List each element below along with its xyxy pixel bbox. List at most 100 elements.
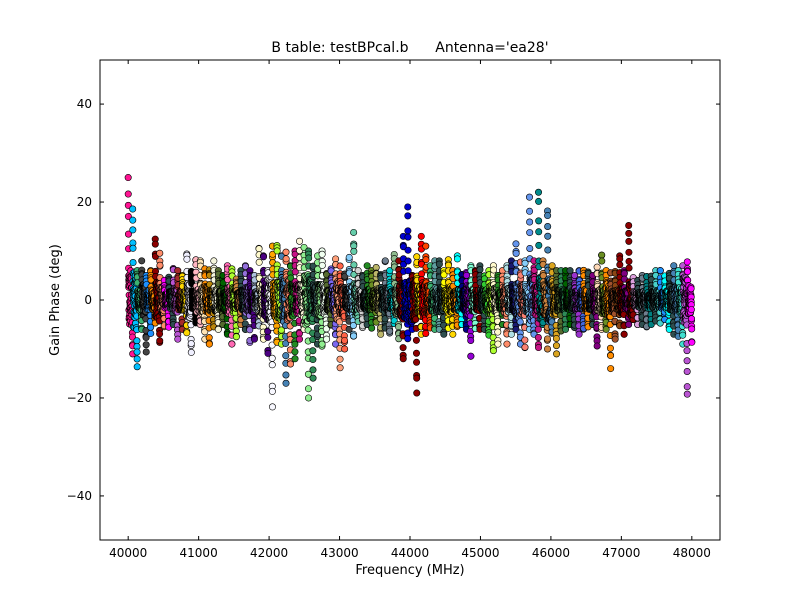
data-point xyxy=(413,374,421,382)
data-point xyxy=(142,341,150,349)
data-point xyxy=(268,387,276,395)
data-point xyxy=(422,256,430,264)
data-point xyxy=(187,348,195,356)
data-point xyxy=(377,330,385,338)
data-point xyxy=(350,261,358,269)
data-point xyxy=(124,230,132,238)
data-point xyxy=(318,261,326,269)
data-point xyxy=(156,261,164,269)
data-point xyxy=(129,205,137,213)
data-point xyxy=(422,242,430,250)
data-point xyxy=(133,363,141,371)
data-point xyxy=(404,227,412,235)
data-point xyxy=(255,245,263,253)
data-point xyxy=(260,253,268,261)
data-point xyxy=(305,394,313,402)
data-point xyxy=(318,250,326,258)
data-points xyxy=(124,174,696,411)
data-point xyxy=(174,335,182,343)
data-point xyxy=(440,330,448,338)
data-point xyxy=(413,389,421,397)
data-point xyxy=(386,327,394,335)
data-point xyxy=(345,253,353,261)
data-point xyxy=(413,358,421,366)
data-point xyxy=(268,361,276,369)
data-point xyxy=(129,226,137,234)
data-point xyxy=(399,344,407,352)
data-point xyxy=(187,340,195,348)
data-point xyxy=(124,190,132,198)
data-point xyxy=(205,340,213,348)
data-point xyxy=(264,333,272,341)
data-point xyxy=(404,212,412,220)
data-point xyxy=(133,348,141,356)
data-point xyxy=(255,258,263,266)
data-point xyxy=(341,336,349,344)
data-point xyxy=(129,259,137,267)
data-point xyxy=(412,349,420,357)
data-point xyxy=(228,340,236,348)
data-point xyxy=(449,330,457,338)
data-point xyxy=(151,240,159,248)
data-point xyxy=(467,352,475,360)
data-point xyxy=(368,324,376,332)
data-point xyxy=(296,237,304,245)
data-point xyxy=(273,247,281,255)
data-point xyxy=(309,347,317,355)
data-point xyxy=(282,371,290,379)
data-point xyxy=(183,329,191,337)
data-point xyxy=(350,332,358,340)
data-point xyxy=(399,355,407,363)
data-point xyxy=(129,216,137,224)
data-point xyxy=(404,233,412,241)
data-point xyxy=(291,355,299,363)
data-point xyxy=(232,333,240,341)
data-point xyxy=(422,329,430,337)
data-point xyxy=(341,345,349,353)
data-point xyxy=(350,228,358,236)
data-point xyxy=(309,366,317,374)
data-point xyxy=(291,340,299,348)
chart-title: B table: testBPcal.b Antenna='ea28' xyxy=(271,40,548,56)
data-point xyxy=(210,257,218,265)
data-point xyxy=(412,336,420,344)
data-point xyxy=(124,174,132,182)
data-point xyxy=(250,335,258,343)
data-point xyxy=(133,355,141,363)
data-point xyxy=(142,334,150,342)
data-point xyxy=(467,336,475,344)
data-point xyxy=(282,255,290,263)
data-point xyxy=(291,348,299,356)
data-point xyxy=(147,329,155,337)
data-point xyxy=(287,360,295,368)
data-point xyxy=(323,335,331,343)
data-point xyxy=(404,203,412,211)
data-point xyxy=(435,260,443,268)
data-point xyxy=(128,333,136,341)
data-point xyxy=(417,232,425,240)
data-point xyxy=(336,355,344,363)
data-point xyxy=(183,255,191,263)
data-point xyxy=(305,254,313,262)
data-point xyxy=(404,335,412,343)
data-point xyxy=(404,257,412,265)
data-point xyxy=(336,262,344,270)
data-point xyxy=(156,337,164,345)
data-point xyxy=(142,348,150,356)
data-point xyxy=(381,257,389,265)
data-point xyxy=(395,323,403,331)
data-point xyxy=(268,403,276,411)
data-point xyxy=(268,354,276,362)
data-point xyxy=(282,379,290,387)
data-point xyxy=(296,335,304,343)
data-point xyxy=(318,340,326,348)
data-point xyxy=(138,257,146,265)
data-point xyxy=(453,255,461,263)
data-point xyxy=(282,248,290,256)
data-point xyxy=(156,330,164,338)
data-point xyxy=(309,356,317,364)
data-point xyxy=(304,385,312,393)
data-point xyxy=(336,364,344,372)
data-point xyxy=(282,352,290,360)
